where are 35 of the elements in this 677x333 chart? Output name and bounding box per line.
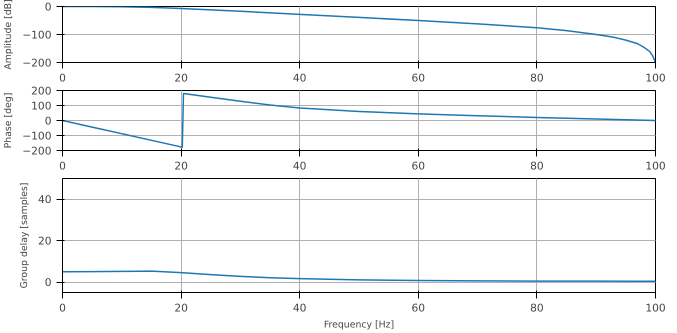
x-tick-label: 40 [292,72,307,84]
x-tick-label: 100 [645,302,666,314]
x-tick-label: 0 [59,160,66,172]
line-series [62,270,656,282]
x-axis-title: Frequency [Hz] [324,320,394,330]
x-tick-label: 20 [174,160,188,172]
y-tick-label: 100 [31,100,52,112]
x-tick-label: 80 [530,72,544,84]
x-tick-label: 80 [530,160,544,172]
x-tick-label: 40 [292,160,307,172]
y-tick-label: 0 [44,0,52,14]
y-tick-label: 0 [44,114,52,128]
y-axis-title: Amplitude [dB] [3,0,14,70]
x-tick-label: 20 [174,302,188,314]
y-tick-label: −200 [22,56,52,70]
y-tick-label: 40 [38,193,52,206]
x-tick-label: 0 [59,72,66,84]
y-tick-label: −200 [22,144,52,158]
line-series [62,92,656,148]
x-tick-label: 40 [292,302,307,314]
x-tick-label: 100 [645,160,666,172]
y-tick-label: 200 [31,84,52,98]
x-tick-label: 80 [530,302,544,314]
y-tick-label: 20 [38,234,52,248]
y-axis-title: Group delay [samples] [18,182,30,288]
y-tick-label: 0 [44,276,52,290]
x-tick-label: 0 [59,302,66,314]
y-axis-title: Phase [deg] [3,92,14,148]
x-tick-label: 60 [412,72,426,84]
x-tick-label: 60 [412,160,426,172]
x-tick-label: 20 [174,72,188,84]
x-tick-label: 100 [645,72,666,84]
x-tick-label: 60 [412,302,426,314]
y-tick-label: −100 [22,130,52,142]
y-tick-label: −100 [22,28,52,42]
